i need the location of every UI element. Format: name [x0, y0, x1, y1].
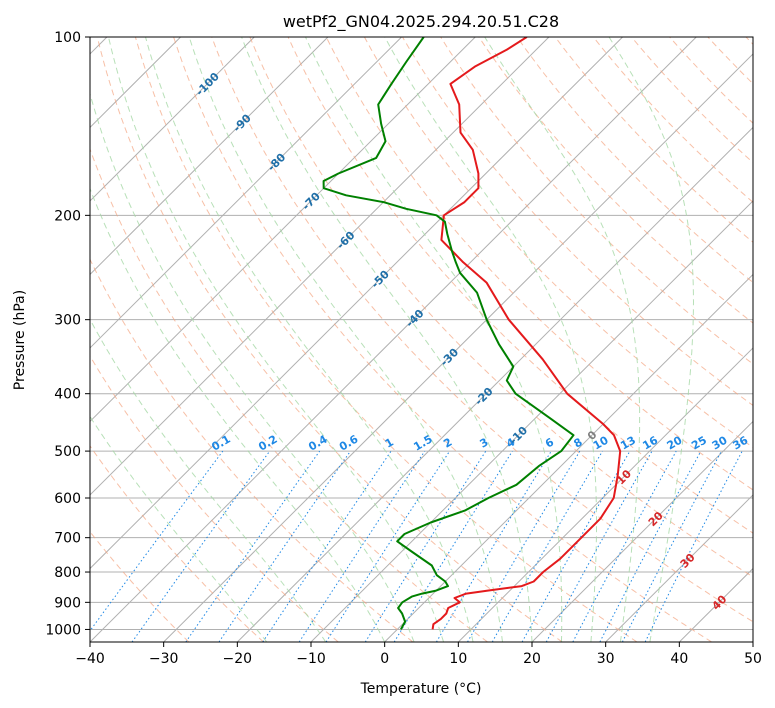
mixing-ratio-line-4 [262, 450, 392, 642]
mixing-ratio-line-5 [298, 450, 426, 642]
dry-adiabat-50 [211, 37, 753, 623]
x-tick-label--10: −10 [296, 651, 326, 667]
isotherm--100 [90, 37, 255, 202]
moist-adiabat-0 [90, 187, 386, 642]
mixing-ratio-line-12 [521, 450, 631, 642]
y-tick-label-600: 600 [54, 491, 81, 507]
mixing-ratio-line-1 [131, 450, 271, 642]
isotherm--20 [236, 126, 753, 642]
moist-adiabat-24 [305, 37, 563, 642]
dry-adiabat--20 [90, 445, 264, 642]
isotherm--50 [90, 37, 623, 570]
isotherm-20 [531, 420, 753, 642]
isotherm--40 [90, 37, 697, 642]
isotherm--80 [90, 37, 402, 349]
isotherm-0 [384, 273, 753, 642]
mixing-ratio-line-17 [644, 450, 743, 642]
moist-adiabat-36 [608, 37, 695, 642]
x-tick-label-20: 20 [523, 651, 541, 667]
mixing-ratio-line-14 [572, 450, 677, 642]
mixing-ratio-lines [90, 450, 743, 642]
dry-adiabat-30 [134, 37, 638, 642]
y-tick-label-1000: 1000 [45, 622, 81, 638]
moist-adiabat-12 [145, 37, 474, 642]
x-tick-label--40: −40 [75, 651, 105, 667]
x-tick-label-10: 10 [449, 651, 467, 667]
x-tick-label-0: 0 [380, 651, 389, 667]
dry-adiabat-60 [249, 37, 753, 578]
mixing-ratio-line-8 [393, 450, 513, 642]
dry-adiabat-80 [325, 37, 753, 491]
y-tick-label-400: 400 [54, 387, 81, 403]
adiabats [90, 37, 753, 642]
y-tick-label-900: 900 [54, 595, 81, 611]
dry-adiabat-130 [516, 37, 753, 284]
mixing-ratio-line-7 [364, 450, 487, 642]
dry-adiabat-70 [287, 37, 753, 534]
moist-adiabat-16 [188, 37, 503, 642]
isotherm--60 [90, 37, 550, 496]
x-tick-label--30: −30 [149, 651, 179, 667]
dry-adiabat-0 [90, 258, 414, 642]
x-tick-label-40: 40 [670, 651, 688, 667]
y-tick-label-700: 700 [54, 531, 81, 547]
y-tick-label-500: 500 [54, 444, 81, 460]
y-tick-label-300: 300 [54, 313, 81, 329]
mixing-ratio-line-3 [218, 450, 351, 642]
moist-adiabat--8 [90, 318, 327, 642]
profile-series [322, 37, 622, 630]
mixing-ratio-line-2 [185, 450, 321, 642]
dry-adiabat-40 [173, 37, 712, 642]
isotherm-30 [605, 494, 753, 642]
gridlines [90, 37, 753, 642]
x-tick-label-30: 30 [597, 651, 615, 667]
axis-ticks: −40 −30 −20 −10 0 10 20 30 40 50 1000 900 800 700 600 5… [45, 30, 762, 667]
dewpoint-line [322, 37, 575, 630]
isotherm--70 [90, 37, 476, 423]
mixing-ratio-line-6 [325, 450, 451, 642]
moist-adiabat-28 [384, 37, 597, 642]
temperature-line [431, 37, 622, 630]
mixing-ratio-line-0 [90, 450, 224, 632]
mixing-ratio-line-13 [545, 450, 653, 642]
y-tick-label-100: 100 [54, 30, 81, 46]
x-axis-label: Temperature (°C) [360, 681, 482, 697]
plot-frame [89, 36, 754, 643]
y-tick-label-800: 800 [54, 565, 81, 581]
chart-title: wetPf2_GN04.2025.294.20.51.C28 [283, 12, 559, 32]
y-axis-label: Pressure (hPa) [12, 290, 28, 390]
moist-adiabat-20 [241, 37, 533, 642]
moist-adiabat--16 [90, 415, 268, 642]
y-tick-label-200: 200 [54, 208, 81, 224]
isotherm--30 [163, 53, 753, 642]
isotherm--90 [90, 37, 329, 276]
moist-adiabat-8 [108, 37, 445, 642]
moist-adiabat-32 [484, 37, 641, 642]
dry-adiabat--10 [90, 355, 339, 642]
x-tick-label--20: −20 [223, 651, 253, 667]
moist-adiabat-4 [90, 92, 415, 642]
dry-adiabat-20 [96, 37, 563, 642]
x-tick-label-50: 50 [744, 651, 762, 667]
